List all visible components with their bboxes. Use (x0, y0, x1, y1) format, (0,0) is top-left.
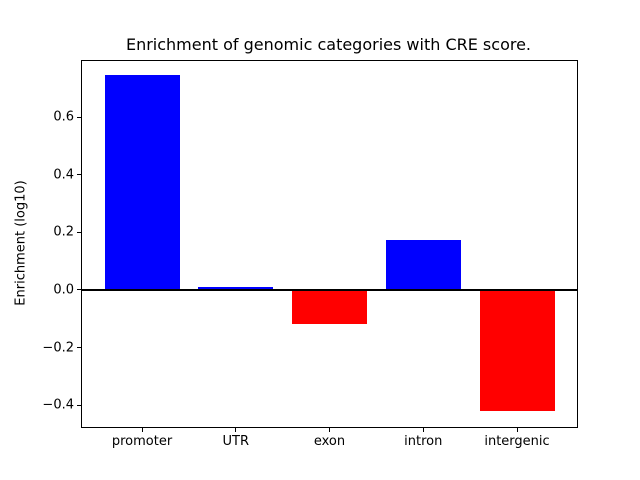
bar-UTR (198, 287, 274, 290)
y-tick-mark (77, 289, 81, 291)
x-tick-mark (516, 428, 518, 432)
x-tick-label-promoter: promoter (111, 434, 173, 449)
y-tick-mark (77, 174, 81, 176)
y-tick-mark (77, 116, 81, 118)
y-tick-mark (77, 347, 81, 349)
y-tick-label: 0.2 (53, 224, 74, 240)
x-tick-mark (235, 428, 237, 432)
x-tick-label-UTR: UTR (222, 434, 250, 449)
x-tick-mark (329, 428, 330, 432)
bar-exon (292, 289, 367, 325)
x-tick-mark (141, 428, 143, 432)
y-tick-label: −0.2 (42, 340, 74, 356)
x-tick-label-exon: exon (313, 434, 346, 449)
zero-line (82, 288, 577, 291)
y-tick-mark (77, 231, 81, 233)
bar-promoter (104, 75, 180, 290)
y-tick-label: 0.6 (53, 109, 74, 125)
bar-intron (385, 239, 461, 290)
x-tick-label-intron: intron (404, 434, 443, 449)
y-tick-label: −0.4 (42, 397, 74, 413)
plot-area: −0.4 −0.2 0.0 0.2 0.4 0.6 promoter UTR exon intro… (42, 60, 578, 449)
bar-intergenic (479, 289, 555, 411)
x-tick-mark (422, 428, 424, 432)
y-axis-label: Enrichment (log10) (13, 180, 29, 306)
y-tick-label: 0.4 (53, 167, 74, 183)
x-tick-label-intergenic: intergenic (484, 434, 550, 449)
y-tick-label: 0.0 (53, 282, 74, 298)
y-tick-mark (77, 404, 81, 406)
chart-title: Enrichment of genomic categories with CR… (125, 35, 532, 54)
